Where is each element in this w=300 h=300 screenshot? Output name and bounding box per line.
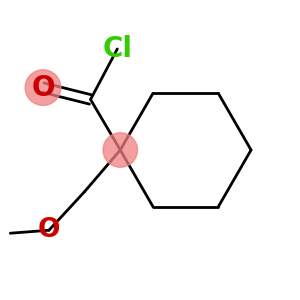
- Circle shape: [25, 70, 61, 105]
- Text: O: O: [38, 217, 60, 243]
- Text: Cl: Cl: [102, 35, 132, 63]
- Text: O: O: [31, 74, 55, 102]
- Circle shape: [103, 133, 137, 167]
